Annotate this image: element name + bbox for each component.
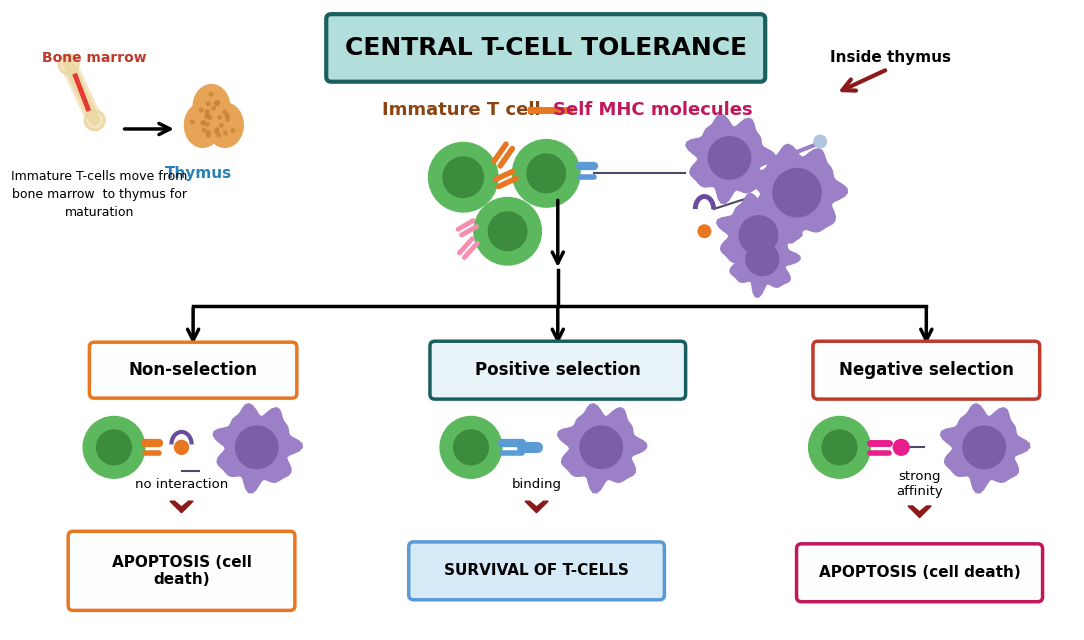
Text: strong
affinity: strong affinity [896, 470, 943, 498]
Circle shape [85, 111, 104, 130]
Text: SURVIVAL OF T-CELLS: SURVIVAL OF T-CELLS [444, 563, 629, 579]
Polygon shape [908, 506, 931, 518]
Polygon shape [193, 84, 230, 129]
Circle shape [206, 109, 209, 113]
Circle shape [580, 426, 622, 468]
Circle shape [746, 243, 778, 276]
FancyBboxPatch shape [89, 342, 297, 398]
Text: Immature T cell: Immature T cell [382, 100, 541, 118]
Circle shape [453, 430, 488, 465]
Text: Thymus: Thymus [166, 166, 232, 181]
Circle shape [203, 128, 206, 132]
Circle shape [225, 118, 229, 121]
Polygon shape [749, 144, 848, 243]
Circle shape [191, 120, 194, 124]
Circle shape [231, 129, 234, 132]
Polygon shape [184, 103, 221, 147]
FancyBboxPatch shape [326, 14, 765, 82]
Circle shape [206, 134, 210, 137]
Circle shape [211, 106, 216, 110]
Circle shape [223, 110, 227, 114]
Circle shape [225, 115, 230, 119]
Polygon shape [170, 501, 193, 513]
Circle shape [207, 131, 210, 134]
Circle shape [202, 121, 205, 124]
Text: binding: binding [512, 477, 562, 490]
Circle shape [488, 212, 527, 250]
Circle shape [428, 143, 498, 212]
Circle shape [527, 154, 566, 193]
Circle shape [96, 430, 131, 465]
Polygon shape [717, 193, 802, 278]
Circle shape [214, 101, 218, 105]
Polygon shape [941, 404, 1030, 493]
Text: Bone marrow: Bone marrow [42, 51, 147, 65]
Circle shape [215, 129, 219, 133]
Circle shape [814, 135, 826, 148]
Polygon shape [207, 103, 243, 147]
Circle shape [216, 100, 220, 104]
FancyBboxPatch shape [68, 531, 295, 611]
Circle shape [59, 54, 78, 74]
Text: Immature T-cells move from
bone marrow  to thymus for
maturation: Immature T-cells move from bone marrow t… [11, 170, 188, 219]
Circle shape [206, 113, 209, 116]
Circle shape [474, 198, 541, 265]
Polygon shape [686, 115, 775, 204]
Circle shape [206, 123, 209, 126]
Circle shape [218, 116, 222, 120]
Circle shape [199, 108, 203, 112]
Circle shape [698, 225, 711, 237]
Circle shape [822, 430, 856, 465]
Text: Self MHC molecules: Self MHC molecules [553, 100, 752, 118]
Text: Negative selection: Negative selection [839, 361, 1014, 379]
Circle shape [202, 121, 205, 125]
FancyBboxPatch shape [797, 544, 1043, 602]
Text: Positive selection: Positive selection [475, 361, 641, 379]
Circle shape [513, 140, 580, 207]
Polygon shape [525, 501, 549, 513]
Circle shape [215, 128, 219, 131]
FancyBboxPatch shape [409, 542, 664, 600]
Circle shape [443, 157, 483, 198]
Circle shape [963, 426, 1006, 468]
Circle shape [773, 168, 822, 217]
Circle shape [216, 102, 219, 106]
Text: APOPTOSIS (cell death): APOPTOSIS (cell death) [818, 565, 1020, 580]
Circle shape [175, 440, 189, 454]
Text: APOPTOSIS (cell
death): APOPTOSIS (cell death) [112, 555, 251, 587]
Circle shape [83, 417, 145, 478]
Circle shape [220, 124, 223, 127]
FancyBboxPatch shape [430, 341, 685, 399]
Polygon shape [214, 404, 302, 493]
Circle shape [809, 417, 870, 478]
Text: Non-selection: Non-selection [129, 361, 258, 379]
Text: CENTRAL T-CELL TOLERANCE: CENTRAL T-CELL TOLERANCE [345, 36, 747, 60]
Circle shape [217, 133, 220, 137]
Circle shape [893, 440, 909, 455]
Circle shape [739, 216, 777, 254]
Circle shape [708, 137, 751, 179]
FancyBboxPatch shape [813, 341, 1040, 399]
Circle shape [207, 102, 210, 106]
Circle shape [205, 115, 208, 118]
Circle shape [440, 417, 502, 478]
Polygon shape [726, 223, 800, 297]
Circle shape [209, 93, 212, 96]
Circle shape [223, 131, 228, 135]
Circle shape [208, 116, 211, 119]
Text: no interaction: no interaction [134, 477, 228, 490]
Text: Inside thymus: Inside thymus [830, 50, 951, 65]
Circle shape [235, 426, 278, 468]
Polygon shape [557, 404, 647, 493]
Circle shape [225, 113, 229, 117]
